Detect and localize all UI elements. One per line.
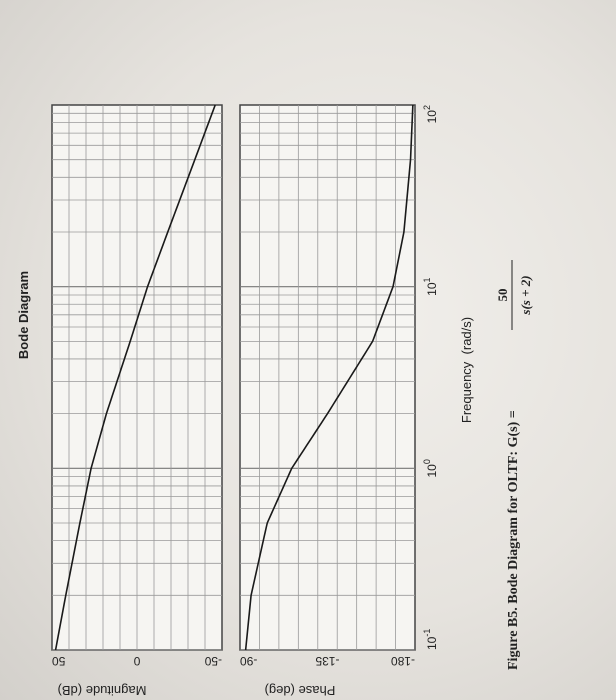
magnitude-grid — [52, 105, 222, 651]
chart-title: Bode Diagram — [16, 271, 31, 359]
caption-numerator: 50 — [495, 289, 510, 302]
x-tick-label: 100 — [422, 459, 439, 477]
x-tick-label: 10-1 — [422, 629, 439, 650]
phase-y-tick-label: -180 — [391, 654, 415, 668]
caption-text: Figure B5. Bode Diagram for OLTF: G(s) = — [506, 410, 521, 670]
x-tick-label: 101 — [422, 277, 439, 295]
phase-ylabel: Phase (deg) — [265, 683, 336, 698]
x-axis-label: Frequency (rad/s) — [459, 317, 474, 423]
phase-y-ticks: -180 -135 -90 — [240, 654, 415, 668]
phase-curve — [244, 104, 414, 651]
phase-plot-frame — [239, 104, 416, 651]
magnitude-y-tick-label: 0 — [133, 654, 140, 668]
magnitude-y-tick-label: -50 — [204, 654, 222, 668]
phase-y-tick-label: -90 — [240, 654, 258, 668]
magnitude-y-ticks: -50 0 50 — [52, 654, 222, 668]
phase-y-tick-label: -135 — [315, 654, 339, 668]
x-axis-ticks: 10-1 100 101 102 — [422, 105, 439, 650]
magnitude-ylabel: Magnitude (dB) — [58, 683, 147, 698]
magnitude-plot: -50 0 50 Magnitude (dB) — [51, 104, 223, 698]
phase-plot: -180 -135 -90 Phase (deg) — [239, 104, 416, 698]
magnitude-curve — [54, 104, 216, 651]
x-tick-label: 102 — [422, 105, 439, 123]
magnitude-y-tick-label: 50 — [52, 654, 66, 668]
figure-caption: Figure B5. Bode Diagram for OLTF: G(s) =… — [495, 260, 533, 670]
caption-denominator: s(s + 2) — [518, 275, 533, 315]
